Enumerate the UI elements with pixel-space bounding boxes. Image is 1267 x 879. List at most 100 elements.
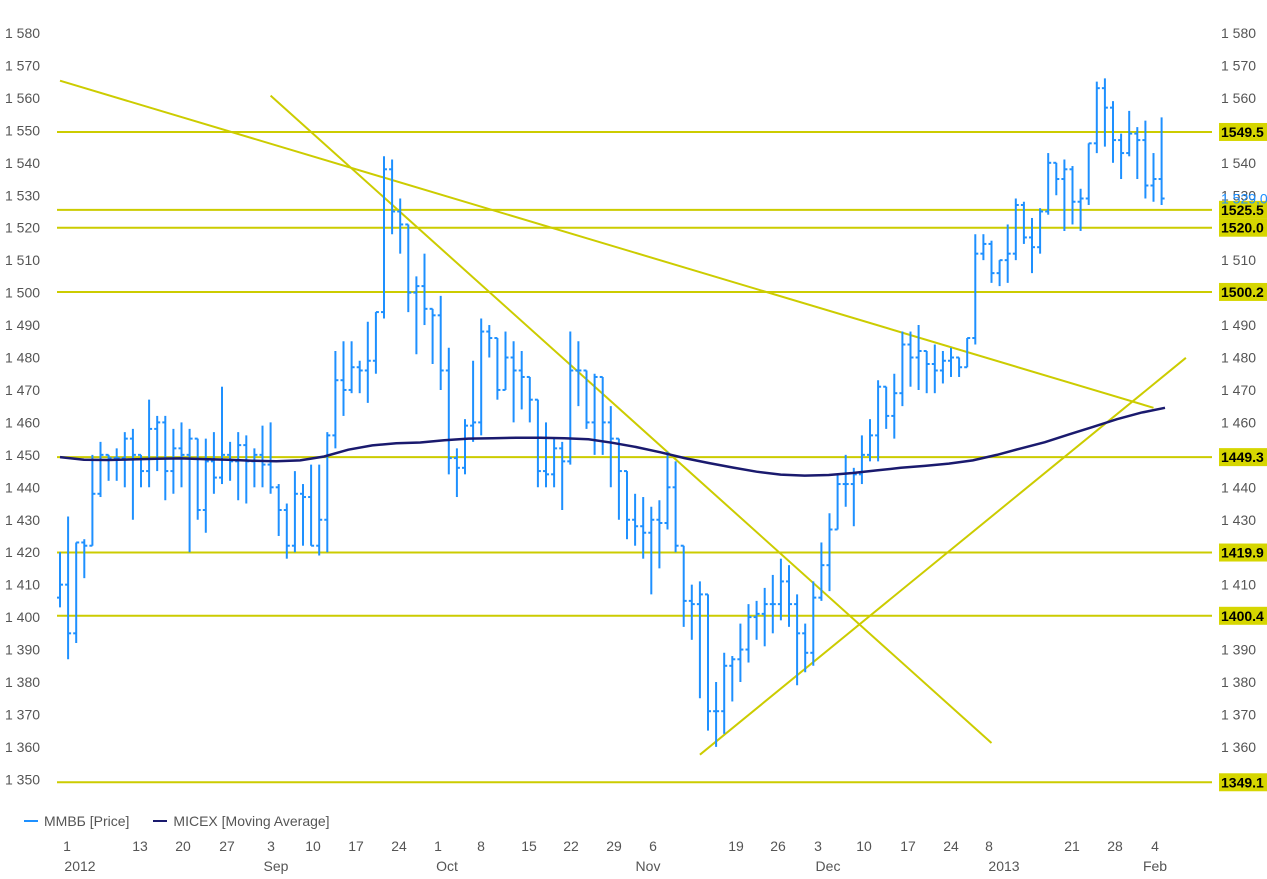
ohlc-bar	[883, 385, 890, 429]
level-label: 1500.2	[1221, 284, 1264, 300]
ohlc-bar	[802, 623, 809, 673]
ohlc-bars	[57, 78, 1165, 747]
ohlc-bar	[57, 552, 63, 608]
level-label-bg	[1219, 282, 1267, 301]
x-tick-month: Feb	[1143, 858, 1167, 874]
y-tick-left: 1 480	[5, 350, 40, 366]
ohlc-bar	[146, 399, 153, 488]
y-tick-right: 1 430	[1221, 512, 1256, 528]
ohlc-bar	[316, 464, 323, 556]
y-tick-left: 1 450	[5, 447, 40, 463]
ohlc-bar	[615, 437, 622, 520]
ohlc-bar	[429, 307, 436, 364]
legend-item-moving-average[interactable]: MICEX [Moving Average]	[153, 813, 330, 829]
y-tick-right: 1 490	[1221, 317, 1256, 333]
ohlc-bar	[583, 369, 590, 429]
ohlc-bar	[632, 493, 639, 546]
x-tick-month: Sep	[264, 858, 289, 874]
y-tick-left: 1 570	[5, 57, 40, 73]
ohlc-bar	[858, 435, 865, 485]
ohlc-bar	[194, 437, 201, 520]
legend-item-price[interactable]: ММВБ [Price]	[24, 813, 129, 829]
ohlc-bar	[129, 428, 136, 520]
y-tick-left: 1 370	[5, 706, 40, 722]
ohlc-bar	[1093, 81, 1100, 154]
ohlc-bar	[283, 503, 290, 559]
ohlc-bar	[777, 558, 784, 621]
ohlc-bar	[170, 428, 177, 494]
ohlc-bar	[575, 341, 582, 407]
ohlc-bar	[948, 347, 954, 377]
ohlc-bar	[1029, 217, 1035, 274]
ohlc-bar	[308, 464, 315, 547]
ohlc-bar	[1061, 159, 1068, 231]
y-tick-left: 1 470	[5, 382, 40, 398]
ohlc-bar	[599, 375, 606, 455]
ohlc-bar	[478, 318, 485, 436]
ohlc-bar	[340, 341, 347, 416]
level-label-bg	[1219, 200, 1267, 219]
ohlc-bar	[1158, 117, 1165, 205]
ohlc-bar	[1053, 161, 1060, 196]
x-tick-day: 13	[132, 838, 148, 854]
ohlc-bar	[219, 386, 225, 485]
ohlc-bar	[931, 344, 938, 394]
y-tick-right: 1 440	[1221, 479, 1256, 495]
y-tick-left: 1 350	[5, 771, 40, 787]
x-tick-day: 10	[856, 838, 872, 854]
ohlc-bar	[510, 341, 517, 423]
x-tick-month: 2012	[64, 858, 95, 874]
y-tick-right: 1 390	[1221, 642, 1256, 658]
y-tick-left: 1 400	[5, 609, 40, 625]
legend: ММВБ [Price] MICEX [Moving Average]	[24, 813, 330, 829]
y-tick-right: 1 470	[1221, 382, 1256, 398]
x-tick-day: 3	[267, 838, 275, 854]
ohlc-bar	[688, 584, 695, 640]
y-tick-right: 1 530	[1221, 187, 1256, 203]
ohlc-bar	[494, 337, 501, 400]
ohlc-bar	[899, 331, 906, 407]
ohlc-bar	[972, 234, 979, 345]
x-tick-day: 22	[563, 838, 579, 854]
ohlc-bar	[834, 474, 841, 531]
ohlc-bar	[907, 331, 914, 387]
y-tick-left: 1 360	[5, 739, 40, 755]
ohlc-bar	[186, 428, 193, 553]
ohlc-bar	[73, 541, 80, 644]
x-tick-day: 24	[391, 838, 407, 854]
ohlc-bar	[1004, 224, 1011, 283]
ohlc-bar	[648, 506, 655, 595]
ohlc-bar	[761, 587, 768, 647]
x-tick-day: 20	[175, 838, 191, 854]
y-tick-right: 1 510	[1221, 252, 1256, 268]
x-tick-month: Dec	[816, 858, 841, 874]
x-tick-day: 4	[1151, 838, 1159, 854]
ohlc-bar	[300, 484, 306, 546]
ohlc-bar	[672, 461, 679, 553]
y-tick-left: 1 580	[5, 25, 40, 41]
ohlc-bar	[1126, 110, 1133, 157]
ohlc-bar	[437, 295, 444, 390]
ohlc-bar	[364, 321, 371, 403]
ohlc-bar	[1085, 142, 1092, 205]
ohlc-bar	[543, 422, 549, 488]
ohlc-bar	[753, 600, 760, 640]
ohlc-bar	[421, 253, 428, 326]
x-tick-day: 1	[63, 838, 71, 854]
y-tick-right: 1 370	[1221, 706, 1256, 722]
legend-label-moving-average: MICEX [Moving Average]	[173, 813, 330, 829]
ohlc-bar	[251, 448, 258, 488]
ohlc-bar	[332, 351, 339, 449]
price-swatch-icon	[24, 820, 38, 822]
ohlc-bar	[1134, 127, 1141, 180]
ohlc-bar	[259, 425, 266, 488]
ohlc-bar	[97, 441, 104, 498]
trendlines	[59, 79, 1187, 756]
moving-average-line	[59, 406, 1166, 477]
y-tick-right: 1 580	[1221, 25, 1256, 41]
ohlc-bar	[291, 471, 298, 553]
ohlc-bar	[486, 325, 493, 358]
ohlc-bar	[607, 406, 614, 488]
ohlc-bar	[405, 223, 412, 313]
